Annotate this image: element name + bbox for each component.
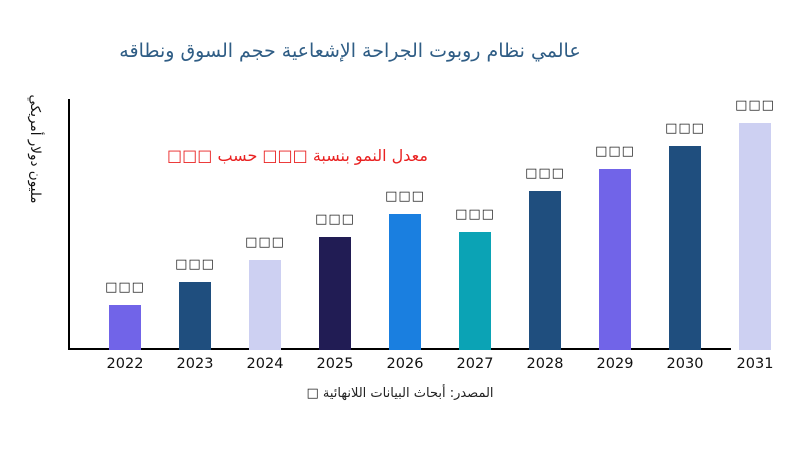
x-tick-2027: 2027 bbox=[456, 356, 494, 372]
bar-value-label-2028: □□□ bbox=[525, 166, 565, 181]
bar-2029 bbox=[599, 169, 631, 350]
bar-value-label-2022: □□□ bbox=[105, 280, 145, 295]
x-tick-2025: 2025 bbox=[316, 356, 354, 372]
x-tick-2026: 2026 bbox=[386, 356, 424, 372]
bar-2025 bbox=[319, 237, 351, 350]
x-tick-2023: 2023 bbox=[176, 356, 214, 372]
bar-2022 bbox=[109, 305, 141, 350]
y-axis-line bbox=[68, 99, 71, 350]
bar-value-label-2027: □□□ bbox=[455, 207, 495, 222]
y-axis-label: مليون دولار أمريكي bbox=[27, 94, 43, 204]
x-tick-2031: 2031 bbox=[736, 356, 774, 372]
bar-2027 bbox=[459, 232, 491, 350]
bar-2031 bbox=[739, 123, 771, 350]
bar-value-label-2024: □□□ bbox=[245, 235, 285, 250]
bar-value-label-2029: □□□ bbox=[595, 144, 635, 159]
bar-2026 bbox=[389, 214, 421, 350]
bar-value-label-2030: □□□ bbox=[665, 121, 705, 136]
bar-value-label-2023: □□□ bbox=[175, 257, 215, 272]
x-tick-2028: 2028 bbox=[526, 356, 564, 372]
bar-2024 bbox=[249, 260, 281, 350]
x-tick-2022: 2022 bbox=[106, 356, 144, 372]
bar-value-label-2031: □□□ bbox=[735, 98, 775, 113]
bar-value-label-2026: □□□ bbox=[385, 189, 425, 204]
bar-2030 bbox=[669, 146, 701, 350]
x-tick-2024: 2024 bbox=[246, 356, 284, 372]
x-tick-2030: 2030 bbox=[666, 356, 704, 372]
x-tick-2029: 2029 bbox=[596, 356, 634, 372]
bar-2023 bbox=[179, 282, 211, 350]
growth-rate-annotation: معدل النمو بنسبة □□□ حسب □□□ bbox=[167, 146, 428, 165]
bar-value-label-2025: □□□ bbox=[315, 212, 355, 227]
chart-title: عالمي نظام روبوت الجراحة الإشعاعية حجم ا… bbox=[119, 40, 581, 62]
bar-2028 bbox=[529, 191, 561, 350]
source-attribution: المصدر: أبحاث البيانات اللانهائية □ bbox=[306, 386, 494, 401]
